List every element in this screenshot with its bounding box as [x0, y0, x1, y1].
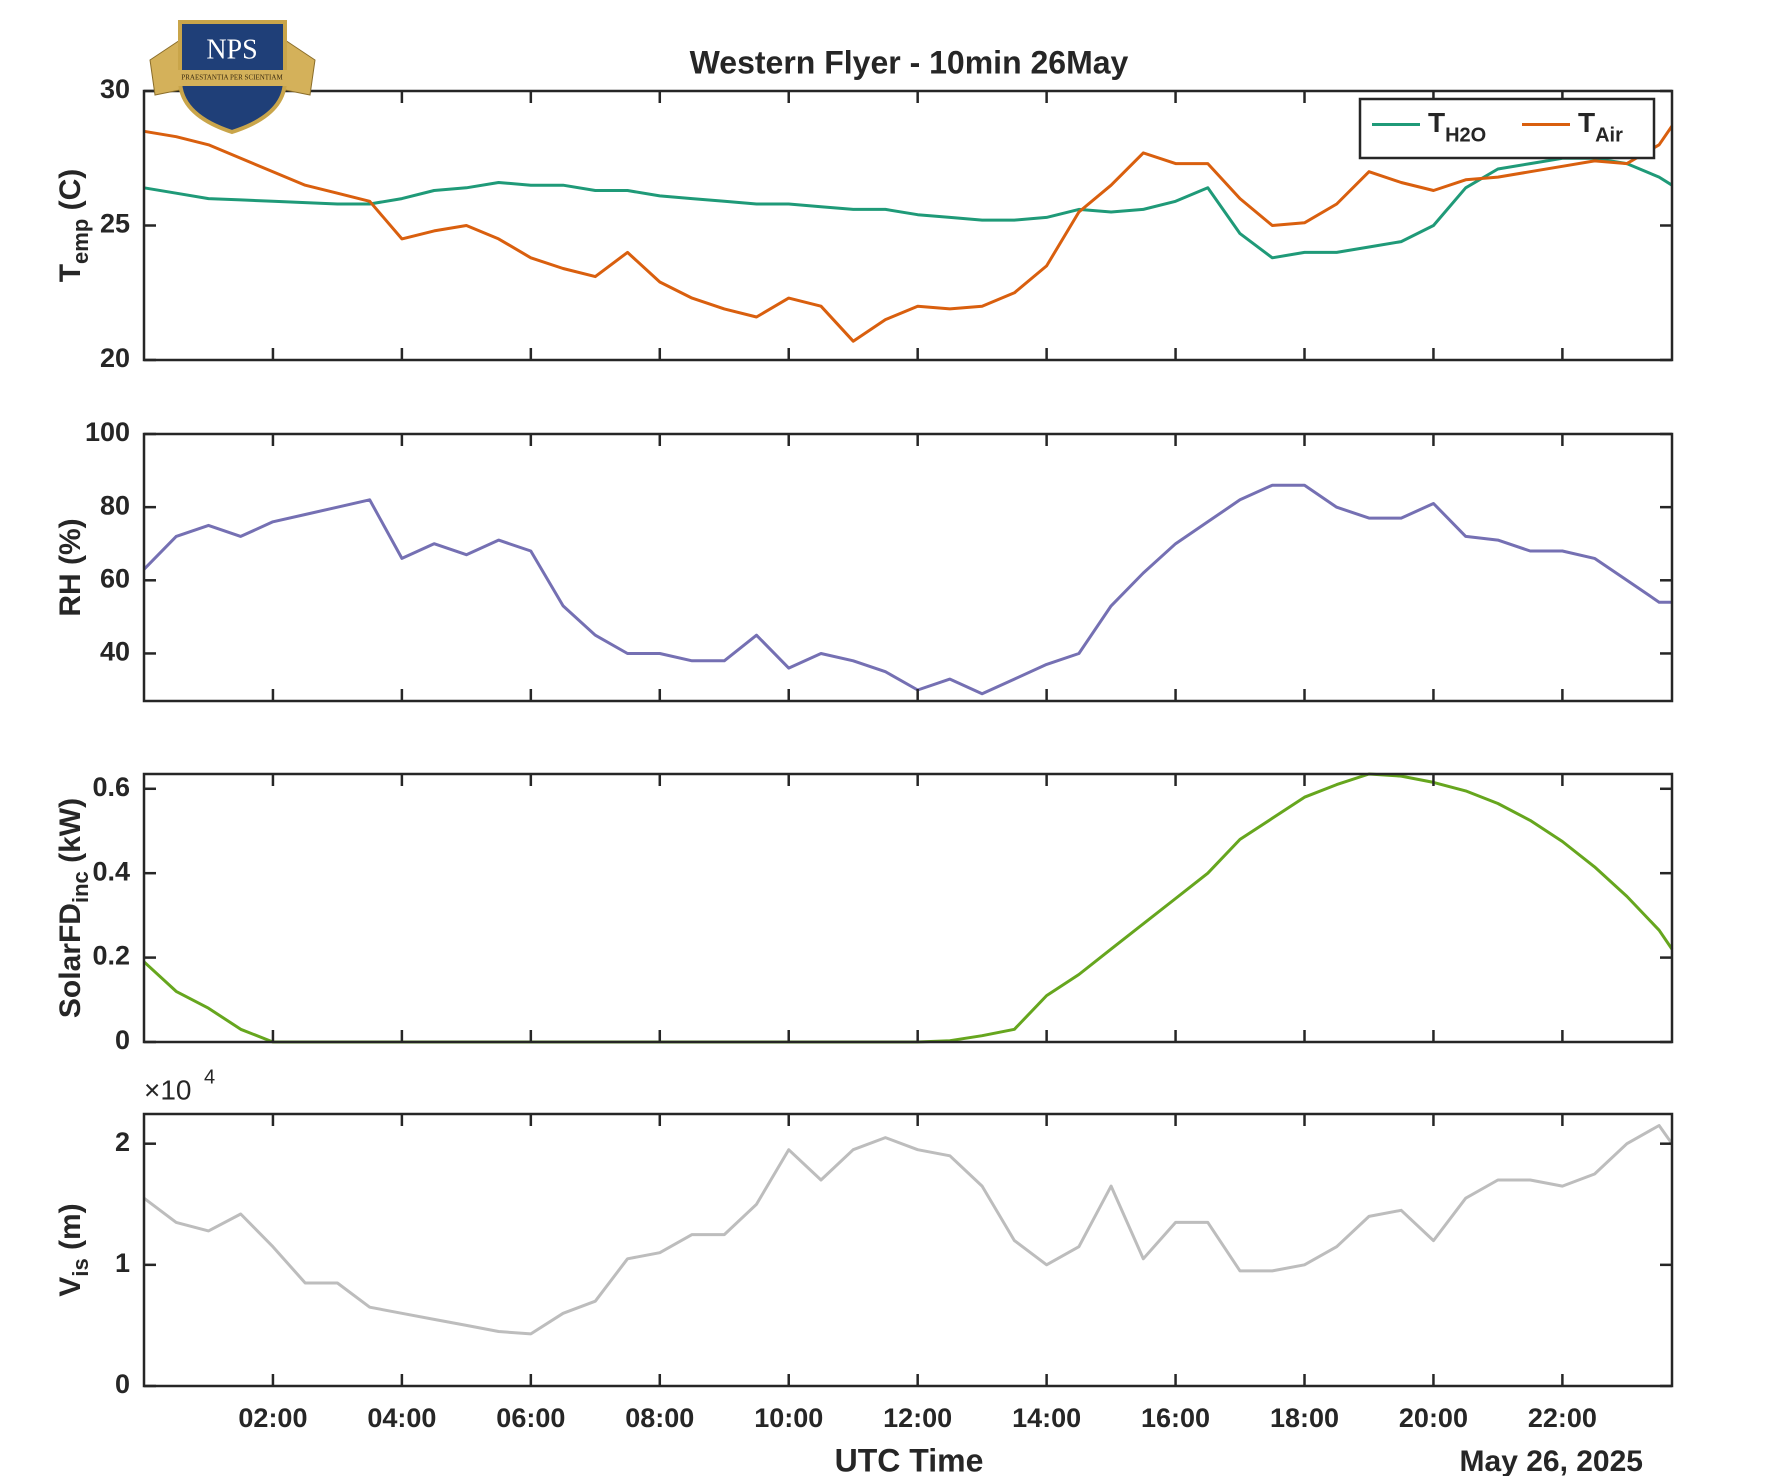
y-tick-label: 0 [115, 1025, 130, 1055]
y-tick-label: 100 [85, 417, 130, 447]
x-tick-label: 14:00 [1012, 1403, 1081, 1433]
logo-wing [284, 39, 316, 96]
x-tick-label: 16:00 [1141, 1403, 1210, 1433]
data-line [142, 483, 1672, 696]
y-tick-label: 80 [100, 490, 130, 520]
logo-banner [160, 70, 305, 86]
y-tick-label: 0.6 [92, 772, 130, 802]
x-tick-label: 22:00 [1528, 1403, 1597, 1433]
y-tick-label: 20 [100, 343, 130, 373]
x-tick-label: 10:00 [754, 1403, 823, 1433]
chart-title: Western Flyer - 10min 26May [690, 44, 1129, 80]
x-tick-label: 18:00 [1270, 1403, 1339, 1433]
x-tick-label: 04:00 [367, 1403, 436, 1433]
y-exponent: ×10 [144, 1074, 192, 1105]
data-line [142, 772, 1674, 1044]
y-tick-label: 60 [100, 563, 130, 593]
logo-text: NPS [206, 34, 257, 65]
y-axis-label: RH (%) [54, 518, 87, 616]
logo-wing [149, 39, 181, 96]
y-tick-label: 0 [115, 1369, 130, 1399]
date-label: May 26, 2025 [1460, 1445, 1643, 1476]
y-tick-label: 1 [115, 1248, 130, 1278]
logo: NPS PRAESTANTIA PER SCIENTIAM [149, 20, 316, 135]
y-tick-label: 2 [115, 1127, 130, 1157]
data-line [143, 125, 1674, 343]
y-tick-label: 40 [100, 637, 130, 667]
axes-box [142, 432, 1674, 703]
x-tick-label: 02:00 [238, 1403, 307, 1433]
x-axis-label: UTC Time [835, 1442, 984, 1476]
x-tick-label: 20:00 [1399, 1403, 1468, 1433]
y-tick-label: 25 [100, 209, 130, 239]
logo-motto: PRAESTANTIA PER SCIENTIAM [181, 74, 283, 82]
y-tick-label: 0.4 [92, 856, 130, 886]
legend-box [1358, 97, 1656, 160]
axes-box [142, 772, 1674, 1044]
y-tick-label: 0.2 [92, 941, 130, 971]
y-tick-label: 30 [100, 74, 130, 104]
x-tick-label: 06:00 [496, 1403, 565, 1433]
y-axis-label: Vis (m) [54, 1203, 93, 1296]
y-axis-label: SolarFDinc (kW) [54, 798, 93, 1018]
x-tick-label: 12:00 [883, 1403, 952, 1433]
x-tick-label: 08:00 [625, 1403, 694, 1433]
axes-box [142, 1112, 1674, 1388]
data-line [143, 156, 1673, 260]
y-exponent-power: 4 [204, 1066, 215, 1088]
y-axis-label: Temp (C) [54, 169, 93, 283]
data-line [143, 1124, 1674, 1336]
